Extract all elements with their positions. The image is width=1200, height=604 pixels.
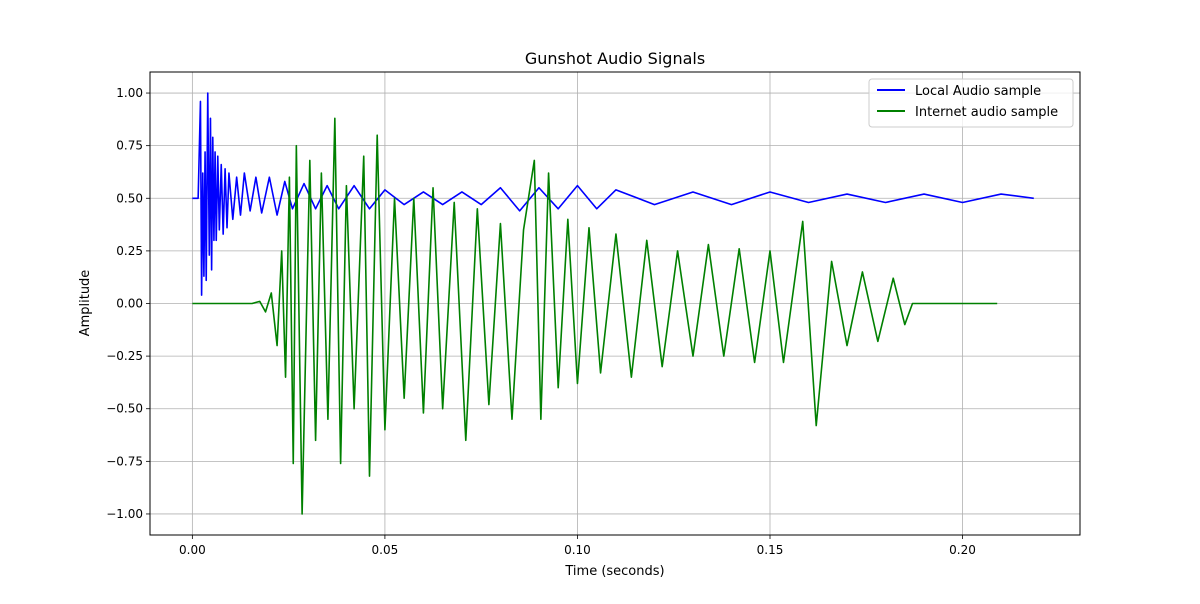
ticks: 0.00 0.05 0.10 0.15 0.20 1.00 0.75 0.50 0.25 0.00… xyxy=(106,86,976,557)
y-axis-label: Amplitude xyxy=(78,270,93,337)
x-axis-label: Time (seconds) xyxy=(564,564,664,579)
legend-label-local: Local Audio sample xyxy=(915,84,1041,99)
y-tick-label: −0.50 xyxy=(106,402,143,416)
legend-box xyxy=(868,78,1074,128)
y-tick-label: −0.75 xyxy=(106,454,143,468)
x-tick-label: 0.15 xyxy=(757,543,784,557)
x-tick-label: 0.00 xyxy=(179,543,206,557)
legend: Local Audio sample Internet audio sample xyxy=(868,78,1074,128)
x-tick-label: 0.05 xyxy=(372,543,399,557)
series-line-local-audio xyxy=(192,92,1034,296)
x-tick-label: 0.20 xyxy=(949,543,976,557)
x-tick-label: 0.10 xyxy=(564,543,591,557)
series-line-internet-audio xyxy=(192,117,998,515)
y-tick-label: 0.75 xyxy=(116,139,143,153)
y-tick-label: 0.50 xyxy=(116,191,143,205)
y-tick-label: 1.00 xyxy=(116,86,143,100)
series-layer xyxy=(192,92,1034,515)
y-tick-label: 0.25 xyxy=(116,244,143,258)
y-tick-label: −1.00 xyxy=(106,507,143,521)
legend-label-internet: Internet audio sample xyxy=(915,105,1058,120)
chart-title: Gunshot Audio Signals xyxy=(525,49,705,68)
y-tick-label: 0.00 xyxy=(116,297,143,311)
y-tick-label: −0.25 xyxy=(106,349,143,363)
